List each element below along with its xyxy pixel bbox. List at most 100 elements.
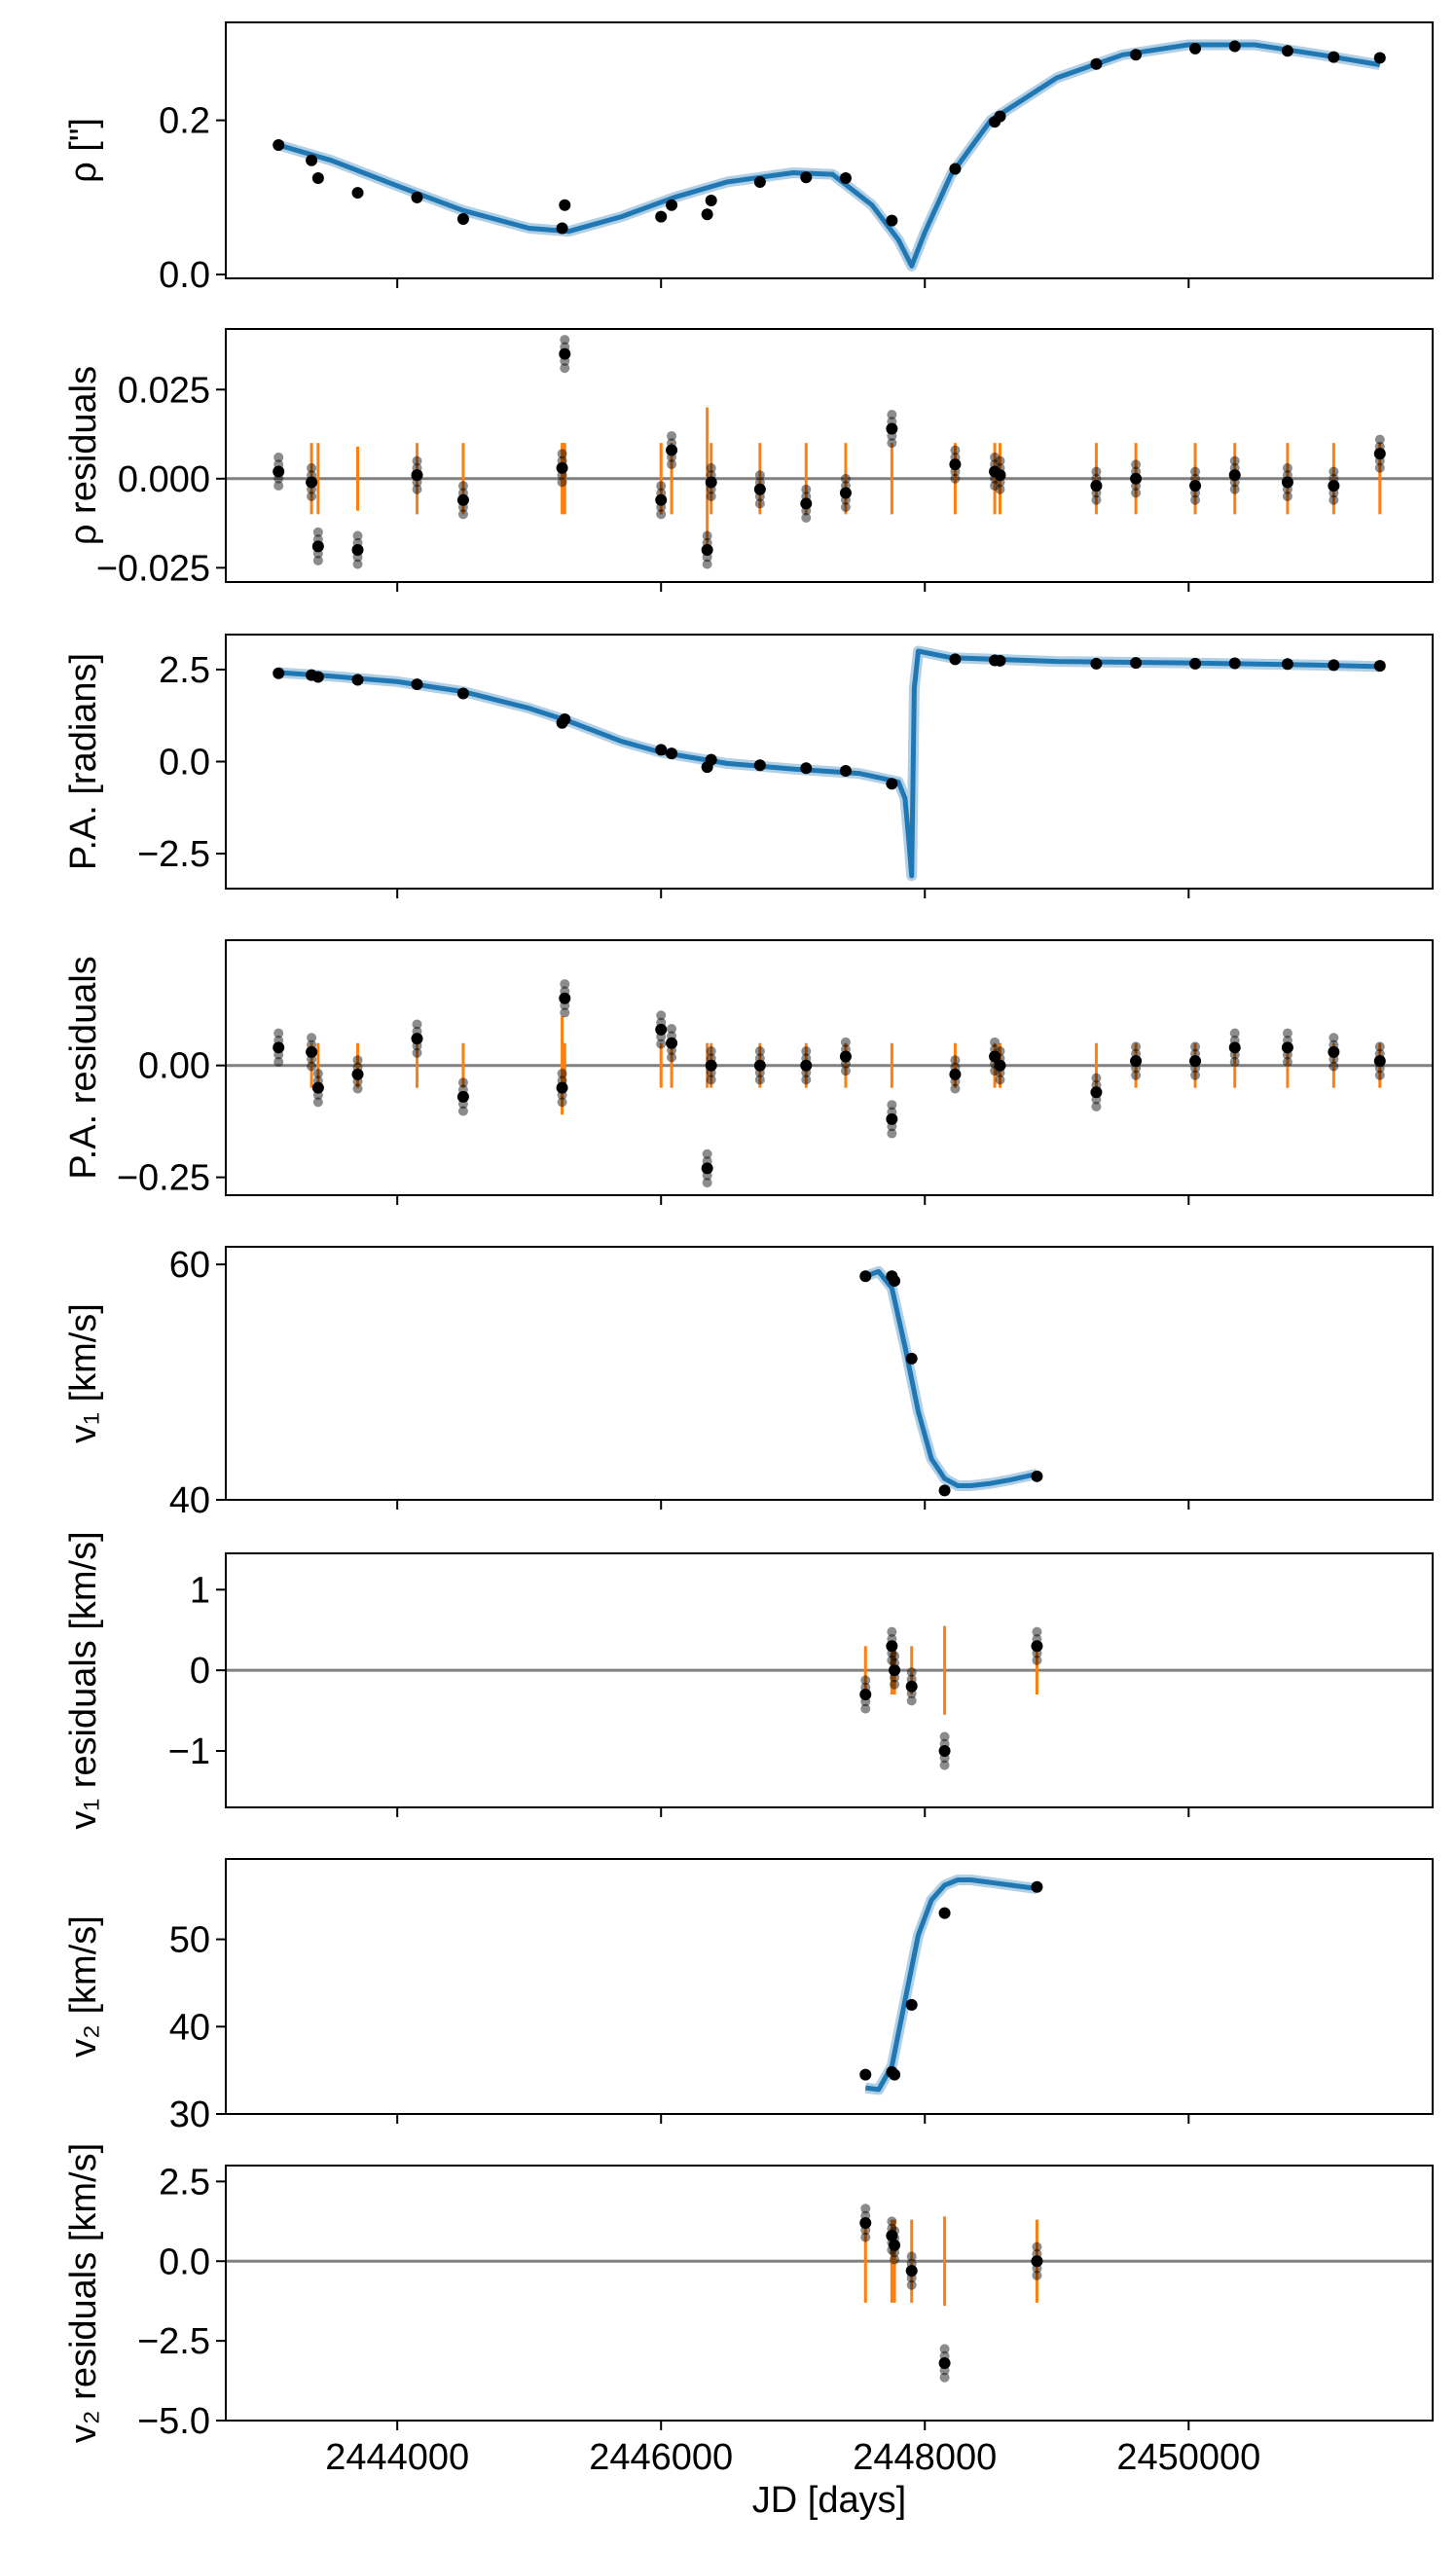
data-point	[351, 187, 364, 200]
sample-point	[1374, 1070, 1385, 1080]
sample-point	[1282, 492, 1292, 502]
x-tick-label: 2444000	[325, 2437, 469, 2478]
data-point	[559, 992, 571, 1004]
x-tick-label: 2450000	[1116, 2437, 1260, 2478]
data-point	[411, 469, 423, 482]
sample-point	[860, 2204, 871, 2214]
x-axis-label: JD [days]	[752, 2480, 906, 2521]
model-line	[277, 42, 1381, 269]
data-point	[559, 199, 571, 211]
sample-point	[656, 509, 667, 520]
data-point	[949, 1068, 962, 1080]
sample-point	[1091, 1073, 1102, 1083]
data-point	[1328, 659, 1340, 672]
sample-point	[939, 1731, 950, 1742]
data-point	[655, 210, 668, 223]
data-point	[1189, 657, 1202, 670]
y-tick-label: −0.25	[117, 1158, 210, 1199]
data-point	[351, 674, 364, 686]
data-point	[859, 1270, 872, 1283]
data-point	[559, 347, 571, 360]
data-point	[1189, 1055, 1202, 1068]
sample-point	[1229, 1056, 1240, 1067]
panel-4: −0.25 0.00 P.A. residuals	[63, 939, 1434, 1205]
sample-point	[1229, 1028, 1240, 1038]
data-point	[559, 713, 571, 725]
y-tick-label: 40	[169, 2007, 210, 2048]
y-axis-label: P.A. [radians]	[63, 653, 104, 870]
data-point	[1031, 1470, 1043, 1482]
data-point	[351, 1068, 364, 1080]
y-tick-label: 2.5	[159, 2162, 210, 2203]
data-point	[800, 1059, 813, 1072]
sample-point	[412, 484, 422, 494]
data-point	[889, 1664, 901, 1677]
sample-point	[887, 438, 897, 449]
data-point	[1090, 1086, 1103, 1099]
data-point	[753, 175, 766, 188]
plot-area	[859, 1265, 1043, 1497]
sample-point	[754, 1046, 765, 1057]
sample-point	[1229, 484, 1240, 494]
axes-frame	[225, 634, 1434, 890]
sample-point	[457, 1106, 468, 1116]
sample-point	[754, 1075, 765, 1085]
sample-point	[840, 1066, 851, 1076]
data-point	[1373, 1055, 1386, 1068]
data-point	[949, 163, 962, 175]
sample-point	[1131, 459, 1142, 470]
sample-point	[890, 1679, 900, 1690]
data-point	[655, 493, 668, 506]
y-axis-label: v₂ [km/s]	[63, 1915, 104, 2058]
sample-point	[1032, 2270, 1042, 2280]
model-line	[864, 1877, 1037, 2093]
y-tick-label: 0	[190, 1651, 210, 1692]
sample-point	[860, 2232, 871, 2242]
axes-frame	[225, 2165, 1434, 2422]
data-point	[1228, 657, 1241, 670]
sample-point	[1282, 1028, 1292, 1038]
y-tick-label: −2.5	[137, 2321, 210, 2362]
y-tick-label: 40	[169, 1480, 210, 1521]
data-point	[273, 667, 285, 679]
data-point	[989, 1050, 1001, 1063]
sample-point	[801, 484, 812, 494]
sample-point	[1091, 494, 1102, 505]
sample-point	[1131, 1070, 1142, 1080]
sample-point	[1131, 488, 1142, 498]
panel-2: −0.025 0.000 0.025 ρ residuals	[63, 328, 1434, 592]
data-point	[994, 654, 1006, 667]
data-point	[456, 213, 469, 226]
data-point	[411, 191, 423, 203]
sample-point	[887, 1128, 897, 1139]
sample-point	[1374, 1041, 1385, 1052]
sample-point	[890, 1651, 900, 1661]
data-point	[456, 493, 469, 506]
sample-point	[702, 1178, 712, 1188]
data-point	[1228, 469, 1241, 482]
y-tick-label: 0.000	[118, 459, 210, 500]
sample-point	[557, 449, 567, 459]
sample-point	[1032, 2241, 1042, 2252]
panel-7: 30 40 50 v₂ [km/s]	[63, 1858, 1434, 2135]
sample-point	[906, 1695, 917, 1706]
sample-point	[1091, 1101, 1102, 1111]
data-point	[886, 778, 898, 790]
data-point	[701, 208, 713, 221]
data-point	[753, 759, 766, 772]
data-point	[273, 465, 285, 478]
data-point	[905, 1352, 918, 1365]
sample-point	[1282, 1056, 1292, 1067]
data-point	[859, 2068, 872, 2081]
sample-point	[1190, 1041, 1201, 1052]
sample-point	[995, 1046, 1005, 1057]
data-point	[273, 138, 285, 151]
axes-frame	[225, 1552, 1434, 1808]
sample-point	[990, 452, 1001, 462]
data-point	[938, 1745, 951, 1757]
model-band	[277, 645, 1380, 882]
data-point	[886, 2230, 898, 2242]
data-point	[859, 2216, 872, 2229]
data-point	[456, 687, 469, 700]
